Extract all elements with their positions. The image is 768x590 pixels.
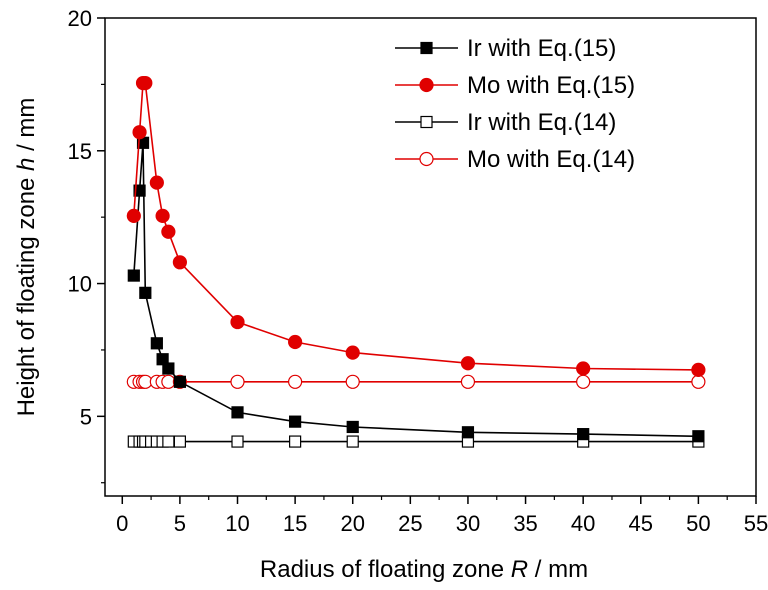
series-1 [126, 75, 706, 377]
data-point [161, 224, 176, 239]
data-point [345, 345, 360, 360]
legend-marker [420, 115, 433, 129]
legend-marker [419, 77, 434, 93]
y-axis-title: Height of floating zone h / mm [13, 98, 40, 417]
legend-label: Ir with Eq.(15) [467, 35, 616, 62]
y-tick-label: 10 [68, 272, 92, 297]
x-tick-label: 45 [629, 511, 653, 536]
data-point [460, 374, 476, 389]
data-point [231, 406, 244, 419]
y-tick-label: 5 [80, 404, 92, 429]
legend-item-1: Mo with Eq.(15) [395, 72, 635, 99]
data-point [288, 374, 303, 389]
legend: Ir with Eq.(15) Mo with Eq.(15) Ir with Eq… [395, 35, 635, 173]
legend-label: Ir with Eq.(14) [467, 109, 616, 136]
legend-item-0: Ir with Eq.(15) [395, 35, 616, 62]
data-point [345, 374, 360, 389]
x-tick-label: 25 [398, 511, 422, 536]
series-2 [127, 435, 705, 448]
x-tick-label: 20 [340, 511, 364, 536]
data-point [230, 314, 245, 330]
data-point [139, 286, 152, 299]
data-point [173, 435, 186, 448]
x-tick-label: 35 [513, 511, 537, 536]
x-tick-label: 15 [283, 511, 307, 536]
data-point [132, 125, 147, 140]
data-point [133, 184, 146, 197]
data-point [138, 75, 153, 91]
data-point [127, 269, 140, 282]
data-point [162, 435, 175, 448]
x-tick-label: 10 [225, 511, 249, 536]
x-tick-label: 55 [744, 511, 768, 536]
legend-marker [420, 41, 433, 55]
legend-item-2: Ir with Eq.(14) [395, 109, 616, 136]
data-point [691, 362, 706, 377]
legend-label: Mo with Eq.(14) [467, 146, 635, 173]
data-point [288, 334, 303, 350]
data-point [576, 374, 591, 389]
data-point [289, 435, 302, 448]
data-point [289, 415, 302, 428]
data-point [149, 175, 164, 190]
y-tick-label: 15 [68, 139, 92, 164]
x-tick-label: 30 [456, 511, 480, 536]
data-point [460, 356, 476, 371]
data-point [577, 428, 590, 441]
data-point [173, 375, 186, 388]
data-point [162, 362, 175, 375]
data-point [230, 374, 245, 389]
x-tick-label: 0 [116, 511, 128, 536]
series-line [133, 142, 699, 438]
data-point [346, 435, 359, 448]
data-point [691, 374, 706, 389]
y-tick-label: 20 [68, 6, 92, 31]
data-point [126, 208, 141, 223]
legend-marker [419, 151, 434, 167]
legend-item-3: Mo with Eq.(14) [395, 146, 635, 173]
x-tick-label: 5 [174, 511, 186, 536]
data-point [231, 435, 244, 448]
data-point [692, 430, 705, 443]
data-point [461, 426, 475, 439]
legend-label: Mo with Eq.(15) [467, 72, 635, 99]
series-group [126, 75, 706, 448]
data-point [155, 208, 170, 223]
data-point [346, 420, 359, 434]
x-tick-label: 40 [571, 511, 595, 536]
plot-frame [104, 17, 757, 497]
series-0 [127, 136, 705, 443]
axes [104, 17, 757, 497]
data-point [172, 255, 187, 270]
x-tick-label: 50 [686, 511, 710, 536]
x-axis-title: Radius of floating zone R / mm [260, 556, 588, 583]
data-point [576, 361, 591, 376]
data-point [150, 337, 163, 350]
series-3 [126, 374, 706, 389]
